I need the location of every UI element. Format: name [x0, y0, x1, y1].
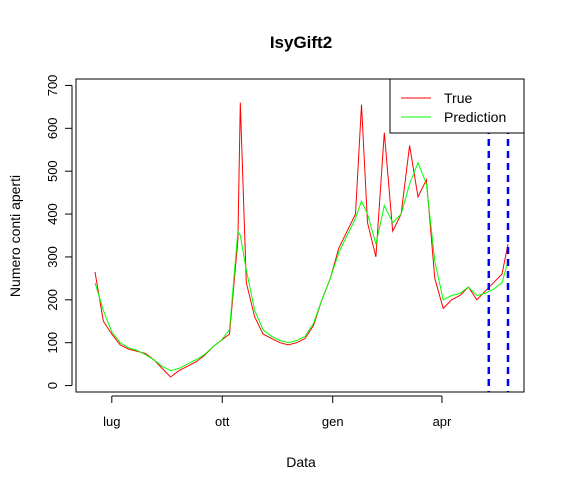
x-tick-label: gen — [322, 414, 344, 429]
legend-label-true: True — [444, 90, 472, 106]
y-axis: 0 100 200 300 400 500 600 700 — [45, 75, 73, 389]
series-line-true — [94, 102, 509, 378]
series-layer — [94, 102, 509, 378]
legend-label-prediction: Prediction — [444, 109, 506, 125]
y-tick-label: 500 — [45, 160, 60, 182]
x-axis-label: Data — [286, 454, 316, 470]
plot-frame — [75, 78, 525, 393]
x-tick-label: apr — [433, 414, 452, 429]
x-tick-label: ott — [215, 414, 230, 429]
y-tick-label: 200 — [45, 289, 60, 311]
x-tick-label: lug — [103, 414, 120, 429]
x-axis: lug ott gen apr — [103, 395, 452, 429]
legend-box — [389, 78, 525, 134]
y-tick-label: 0 — [45, 382, 60, 389]
y-tick-label: 700 — [45, 75, 60, 97]
series-line-prediction — [94, 161, 509, 372]
chart-title: IsyGift2 — [270, 33, 332, 52]
y-tick-label: 300 — [45, 246, 60, 268]
y-tick-label: 100 — [45, 332, 60, 354]
y-tick-label: 400 — [45, 203, 60, 225]
legend: True Prediction — [389, 78, 525, 134]
y-axis-label: Numero conti aperti — [7, 175, 23, 297]
y-tick-label: 600 — [45, 117, 60, 139]
